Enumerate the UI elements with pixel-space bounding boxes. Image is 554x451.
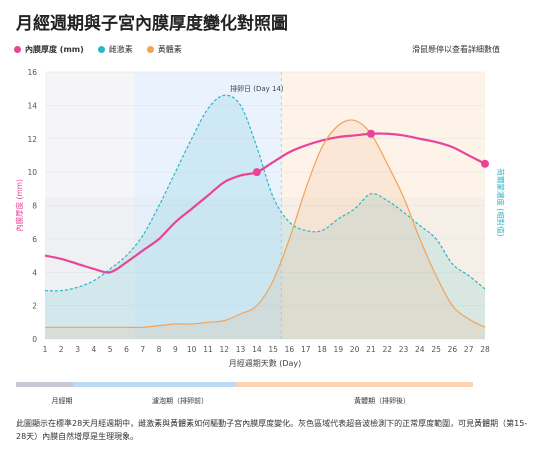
x-tick-label: 6 [124,345,129,354]
ovulation-label: 排卵日 (Day 14) [230,84,284,93]
y-tick-label: 16 [27,68,37,77]
legend-item-estrogen[interactable]: 雌激素 [97,44,133,55]
x-tick-label: 18 [317,345,327,354]
series-line-thickness [44,132,486,274]
legend: 內膜厚度 (mm) 雌激素 黃體素 [14,44,182,55]
y-tick-label: 0 [32,335,37,344]
x-tick-label: 5 [108,345,113,354]
x-tick-label: 21 [366,345,376,354]
x-tick-label: 12 [219,345,229,354]
x-tick-label: 27 [464,345,474,354]
marker-thickness-day-21 [366,129,375,138]
x-tick-label: 28 [480,345,490,354]
x-tick-label: 23 [399,345,409,354]
series-area-estrogen [45,95,485,339]
x-tick-label: 24 [415,345,425,354]
phase-label-2: 黃體期（排卵後） [354,396,410,405]
legend-label-progesterone: 黃體素 [157,45,182,54]
marker-thickness-day-14 [252,168,261,177]
x-tick-label: 19 [334,345,344,354]
legend-label-estrogen: 雌激素 [108,45,133,54]
x-tick-label: 13 [236,345,246,354]
x-tick-label: 14 [252,345,262,354]
legend-item-thickness[interactable]: 內膜厚度 (mm) [14,44,84,55]
x-tick-label: 7 [140,345,145,354]
y-tick-label: 12 [27,135,37,144]
x-tick-label: 15 [268,345,278,354]
y2-axis-label: 荷爾蒙濃度 (相對值) [496,168,506,236]
hover-hint: 滑鼠懸停以查看詳細數值 [412,45,500,54]
legend-swatch-thickness [14,46,21,53]
legend-swatch-progesterone [146,46,154,53]
y-tick-label: 14 [27,101,37,110]
phase-label-0: 月經期 [52,396,73,405]
x-tick-label: 16 [285,345,295,354]
x-tick-label: 20 [350,345,360,354]
phase-bar-2 [236,382,473,387]
x-tick-label: 8 [157,345,162,354]
phase-label-1: 濾泡期（排卵前） [152,396,208,405]
x-tick-label: 3 [75,345,80,354]
x-tick-label: 9 [173,345,178,354]
x-tick-label: 25 [431,345,441,354]
legend-item-progesterone[interactable]: 黃體素 [146,44,182,55]
x-tick-label: 10 [187,345,197,354]
y-tick-label: 4 [32,268,37,277]
y-tick-label: 2 [32,302,37,311]
legend-label-thickness: 內膜厚度 (mm) [25,45,84,54]
x-tick-label: 1 [43,345,48,354]
series-line-progesterone [45,119,486,329]
series-area-progesterone [45,119,485,339]
x-tick-label: 11 [203,345,213,354]
page-title: 月經週期與子宮內膜厚度變化對照圖 [16,14,288,34]
phase-bar-0 [16,382,103,387]
x-axis-label: 月經週期天數 (Day) [229,358,302,368]
legend-swatch-estrogen [97,46,105,53]
y-axis-label: 內膜厚度 (mm) [14,179,24,232]
x-tick-label: 17 [301,345,311,354]
x-tick-label: 4 [91,345,96,354]
marker-thickness-day-28 [481,159,489,168]
x-tick-label: 2 [59,345,64,354]
y-tick-label: 6 [32,235,37,244]
x-tick-label: 26 [448,345,458,354]
x-tick-label: 22 [382,345,392,354]
y-tick-label: 10 [27,168,37,177]
y-tick-label: 8 [32,202,37,211]
series-line-estrogen [44,94,486,292]
chart-caption: 此圖顯示在標準28天月經週期中，雌激素與黃體素如何驅動子宮內膜厚度變化。灰色區域… [16,419,528,441]
phase-bar-1 [73,382,236,387]
